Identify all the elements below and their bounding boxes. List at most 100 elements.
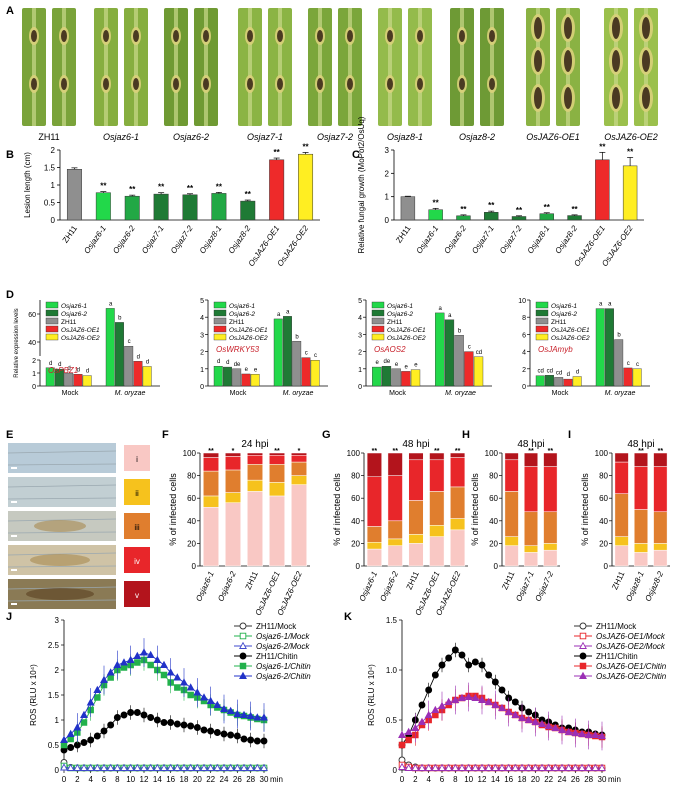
data-point <box>524 715 533 723</box>
significance-mark: ** <box>434 448 440 455</box>
data-point <box>418 717 426 725</box>
letter-label: a <box>608 302 612 308</box>
data-point <box>260 737 268 745</box>
leaf-midrib <box>418 8 422 126</box>
scale-bar <box>11 467 17 469</box>
lesion <box>564 87 572 109</box>
lesion <box>61 78 67 90</box>
stack-segment <box>408 543 424 567</box>
data-point <box>193 688 202 696</box>
data-point <box>160 719 168 726</box>
y-tick-label: 40 <box>187 517 196 526</box>
x-tick-label: Osjaz8-1 <box>198 224 224 255</box>
y-axis-label: Relative expression levels <box>14 308 20 377</box>
y-tick-label: 2 <box>385 169 390 178</box>
y-tick-label: 4 <box>200 315 204 322</box>
data-point <box>246 763 255 771</box>
data-point <box>93 685 102 693</box>
y-tick-label: 100 <box>485 449 499 458</box>
data-point <box>418 701 426 709</box>
significance-mark: ** <box>100 182 107 191</box>
leaf-midrib <box>104 8 108 126</box>
data-point <box>239 622 247 630</box>
legend-swatch <box>213 325 227 333</box>
y-tick-label: 3 <box>200 332 204 339</box>
stack-segment <box>633 543 649 553</box>
x-tick-label: 10 <box>464 775 473 784</box>
data-point <box>180 763 188 771</box>
data-point <box>571 728 580 736</box>
stack-segment <box>247 464 263 481</box>
legend-label: Osjaz6-1 <box>551 303 577 310</box>
lesion <box>203 30 209 42</box>
data-point <box>591 730 600 738</box>
data-point <box>200 693 208 701</box>
line-label: Osjaz6-1 <box>103 132 139 142</box>
y-tick-label: 8 <box>522 315 526 322</box>
class-label: i <box>136 455 138 464</box>
scale-bar <box>11 501 17 503</box>
data-point <box>166 668 175 676</box>
data-point <box>226 706 235 714</box>
scale-bar <box>11 535 17 537</box>
data-point <box>206 763 215 771</box>
stack-segment <box>523 545 539 553</box>
lesion <box>534 50 542 72</box>
stack-segment <box>450 452 466 458</box>
legend-label: Osjaz6-2 <box>229 311 255 318</box>
data-point <box>173 763 182 771</box>
legend-label: ZH11 <box>387 319 403 326</box>
lesion <box>317 78 323 90</box>
y-tick-label: 60 <box>28 312 36 319</box>
significance-mark: * <box>232 448 235 455</box>
letter-label: c <box>314 353 317 359</box>
data-point <box>418 763 426 771</box>
stack-segment <box>291 455 307 463</box>
y-tick-label: 2 <box>358 350 362 357</box>
lesion <box>642 17 650 39</box>
lesion <box>564 50 572 72</box>
stack-segment <box>203 495 219 508</box>
lesion <box>459 30 465 42</box>
lesion <box>61 30 67 42</box>
stack-segment <box>269 464 285 483</box>
letter-label: d <box>576 370 579 376</box>
legend-label: OsJAZ6-OE1 <box>61 327 100 334</box>
y-tick-label: 100 <box>595 449 609 458</box>
data-point <box>160 660 168 668</box>
data-point <box>598 763 606 771</box>
y-tick-label: 80 <box>599 472 608 481</box>
legend-swatch <box>213 333 227 341</box>
stack-segment <box>523 452 539 467</box>
data-point <box>206 696 215 704</box>
data-point <box>120 763 128 771</box>
stack-segment <box>366 542 382 550</box>
stack-segment <box>366 452 382 477</box>
data-point <box>140 763 148 771</box>
x-tick-label: 22 <box>206 775 215 784</box>
data-point <box>491 763 500 771</box>
data-point <box>253 713 262 721</box>
data-point <box>186 683 195 691</box>
leaf-midrib <box>460 8 464 126</box>
x-axis-label: min <box>270 775 283 784</box>
y-tick-label: 4 <box>358 315 362 322</box>
data-point <box>67 735 74 743</box>
letter-label: a <box>438 306 442 312</box>
x-tick-label: ZH11 <box>244 570 260 591</box>
letter-label: b <box>295 334 299 340</box>
significance-mark: ** <box>460 205 467 214</box>
bar <box>567 215 582 221</box>
bar <box>64 372 74 387</box>
data-point <box>444 697 453 705</box>
significance-mark: ** <box>392 448 398 455</box>
bar <box>211 193 227 221</box>
x-tick-label: Osjaz7-2 <box>498 224 524 256</box>
y-axis-label: Lesion length (cm) <box>23 152 32 218</box>
data-point <box>424 710 433 718</box>
hyphae <box>26 588 94 600</box>
cell-wall <box>7 586 117 590</box>
x-tick-label: 28 <box>584 775 593 784</box>
data-point <box>425 686 433 694</box>
